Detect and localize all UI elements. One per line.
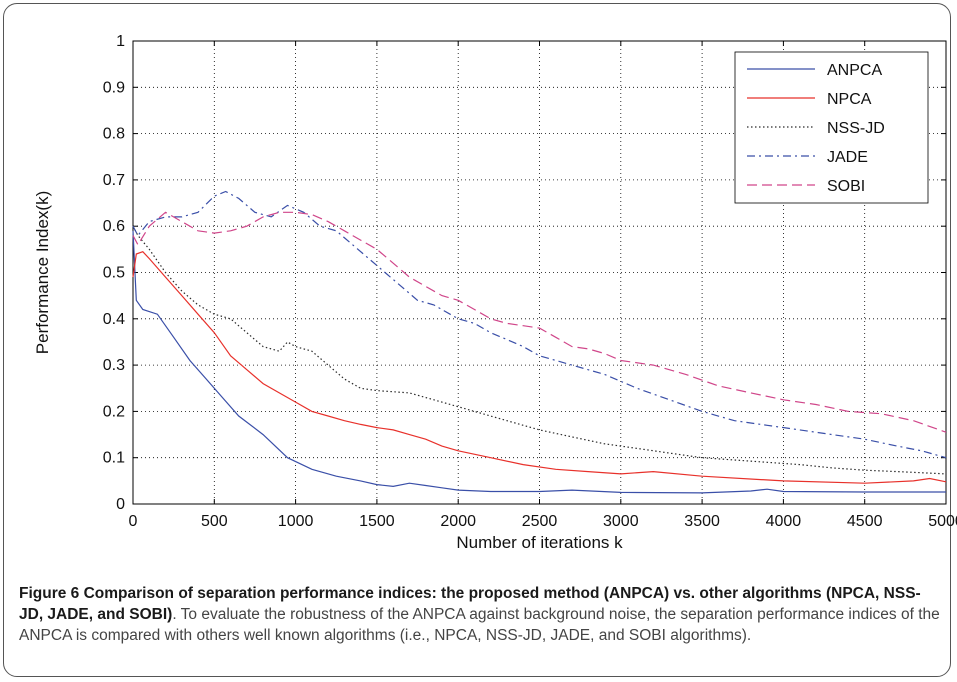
y-tick-label: 0.6 (103, 218, 125, 235)
x-tick-label: 1000 (278, 513, 314, 530)
y-tick-label: 0.5 (103, 265, 125, 282)
x-tick-label: 4500 (847, 513, 883, 530)
series-line-nss-jd (132, 225, 947, 475)
y-axis-label: Performance Index(k) (33, 191, 52, 354)
line-chart: 0 500 1000 1500 2000 2500 3000 3500 4000 4500 500 0… (33, 33, 957, 552)
x-tick-label: 0 (129, 513, 138, 530)
y-tick-label: 0.7 (103, 172, 125, 189)
y-tick-label: 0.4 (103, 311, 125, 328)
x-tick-label: 2000 (440, 513, 476, 530)
axis-ticks: 0 500 1000 1500 2000 2500 3000 3500 4000 4500 500 0… (103, 33, 957, 530)
y-tick-label: 0.2 (103, 403, 125, 420)
legend-label: ANPCA (827, 62, 882, 79)
legend-label: NSS-JD (827, 120, 885, 137)
caption-title: Figure 6 Comparison of separation perfor… (19, 585, 921, 623)
x-tick-label: 3500 (684, 513, 720, 530)
legend-label: JADE (827, 149, 868, 166)
series-line-anpca (132, 230, 946, 494)
figure-caption: Figure 6 Comparison of separation perfor… (19, 583, 941, 646)
y-tick-label: 0.3 (103, 357, 125, 374)
series-line-sobi (132, 211, 947, 433)
y-tick-label: 1 (116, 33, 125, 50)
series-line-npca (132, 251, 947, 484)
x-axis-label: Number of iterations k (456, 533, 623, 552)
series-layer (132, 190, 947, 494)
y-tick-label: 0.9 (103, 79, 125, 96)
y-tick-label: 0 (116, 496, 125, 513)
legend: ANPCA NPCA NSS-JD JADE SOBI (734, 51, 929, 204)
legend-label: SOBI (827, 178, 865, 195)
x-tick-label: 2500 (522, 513, 558, 530)
x-tick-label: 4000 (766, 513, 802, 530)
figure-frame (3, 3, 951, 677)
caption-text: . To evaluate the robustness of the ANPC… (19, 606, 940, 644)
y-tick-label: 0.1 (103, 450, 125, 467)
x-tick-label: 3000 (603, 513, 639, 530)
series-line-jade (132, 190, 947, 459)
x-tick-label: 1500 (359, 513, 395, 530)
x-tick-label: 500 (201, 513, 228, 530)
y-tick-label: 0.8 (103, 126, 125, 143)
legend-label: NPCA (827, 91, 872, 108)
